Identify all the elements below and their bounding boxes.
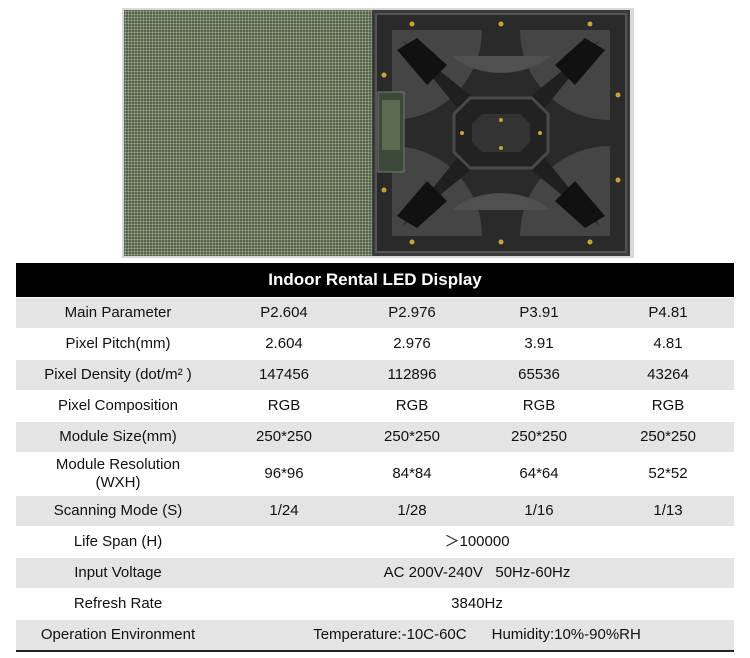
merged-cell: ＞100000 bbox=[220, 526, 735, 558]
cell: 64*64 bbox=[476, 452, 602, 496]
cell: 250*250 bbox=[602, 421, 735, 453]
row-label: Module Size(mm) bbox=[16, 421, 220, 453]
table-row: Refresh Rate 3840Hz bbox=[16, 588, 735, 620]
cell: 1/24 bbox=[220, 495, 348, 527]
cell: RGB bbox=[602, 390, 735, 422]
cell: RGB bbox=[220, 390, 348, 422]
cell: RGB bbox=[348, 390, 476, 422]
cell: 2.976 bbox=[348, 328, 476, 360]
row-label: Input Voltage bbox=[16, 557, 220, 589]
table-title-row: Indoor Rental LED Display bbox=[16, 263, 735, 298]
product-photo bbox=[122, 8, 634, 258]
cell: P3.91 bbox=[476, 297, 602, 329]
row-label: Life Span (H) bbox=[16, 526, 220, 558]
cell: 2.604 bbox=[220, 328, 348, 360]
row-label: Scanning Mode (S) bbox=[16, 495, 220, 527]
cell: 112896 bbox=[348, 359, 476, 391]
table-row: Main Parameter P2.604 P2.976 P3.91 P4.81 bbox=[16, 297, 735, 329]
cell: P2.976 bbox=[348, 297, 476, 329]
row-label: Module Resolution (WXH) bbox=[16, 452, 220, 496]
table-row: Module Resolution (WXH) 96*96 84*84 64*6… bbox=[16, 452, 735, 496]
row-label: Pixel Density (dot/m² ) bbox=[16, 359, 220, 391]
row-label: Pixel Composition bbox=[16, 390, 220, 422]
cell: 65536 bbox=[476, 359, 602, 391]
cell: 1/16 bbox=[476, 495, 602, 527]
cell: 84*84 bbox=[348, 452, 476, 496]
cell: 1/28 bbox=[348, 495, 476, 527]
cell: 250*250 bbox=[476, 421, 602, 453]
cell: 250*250 bbox=[220, 421, 348, 453]
cell: 250*250 bbox=[348, 421, 476, 453]
cell: 43264 bbox=[602, 359, 735, 391]
led-module-front bbox=[124, 10, 372, 256]
table-row: Pixel Density (dot/m² ) 147456 112896 65… bbox=[16, 359, 735, 391]
table-row: Module Size(mm) 250*250 250*250 250*250 … bbox=[16, 421, 735, 453]
table-title: Indoor Rental LED Display bbox=[16, 263, 735, 298]
cell: 96*96 bbox=[220, 452, 348, 496]
merged-cell: AC 200V-240V 50Hz-60Hz bbox=[220, 557, 735, 589]
cell: 147456 bbox=[220, 359, 348, 391]
table-row: Life Span (H) ＞100000 bbox=[16, 526, 735, 558]
cell: 1/13 bbox=[602, 495, 735, 527]
cell: 3.91 bbox=[476, 328, 602, 360]
merged-cell: Temperature:-10C-60C Humidity:10%-90%RH bbox=[220, 619, 735, 652]
cell: P2.604 bbox=[220, 297, 348, 329]
table-row: Input Voltage AC 200V-240V 50Hz-60Hz bbox=[16, 557, 735, 589]
cell: P4.81 bbox=[602, 297, 735, 329]
merged-cell: 3840Hz bbox=[220, 588, 735, 620]
spec-table: Indoor Rental LED Display Main Parameter… bbox=[16, 263, 735, 652]
row-label: Operation Environment bbox=[16, 619, 220, 652]
row-label: Refresh Rate bbox=[16, 588, 220, 620]
row-label: Pixel Pitch(mm) bbox=[16, 328, 220, 360]
row-label-line: Module Resolution bbox=[55, 456, 181, 473]
table-row: Operation Environment Temperature:-10C-6… bbox=[16, 619, 735, 652]
table-row: Scanning Mode (S) 1/24 1/28 1/16 1/13 bbox=[16, 495, 735, 527]
table-row: Pixel Pitch(mm) 2.604 2.976 3.91 4.81 bbox=[16, 328, 735, 360]
row-label: Main Parameter bbox=[16, 297, 220, 329]
table-row: Pixel Composition RGB RGB RGB RGB bbox=[16, 390, 735, 422]
row-label-line: (WXH) bbox=[95, 474, 141, 491]
cell: 52*52 bbox=[602, 452, 735, 496]
cell: RGB bbox=[476, 390, 602, 422]
cell: 4.81 bbox=[602, 328, 735, 360]
cabinet-rear bbox=[372, 10, 630, 256]
